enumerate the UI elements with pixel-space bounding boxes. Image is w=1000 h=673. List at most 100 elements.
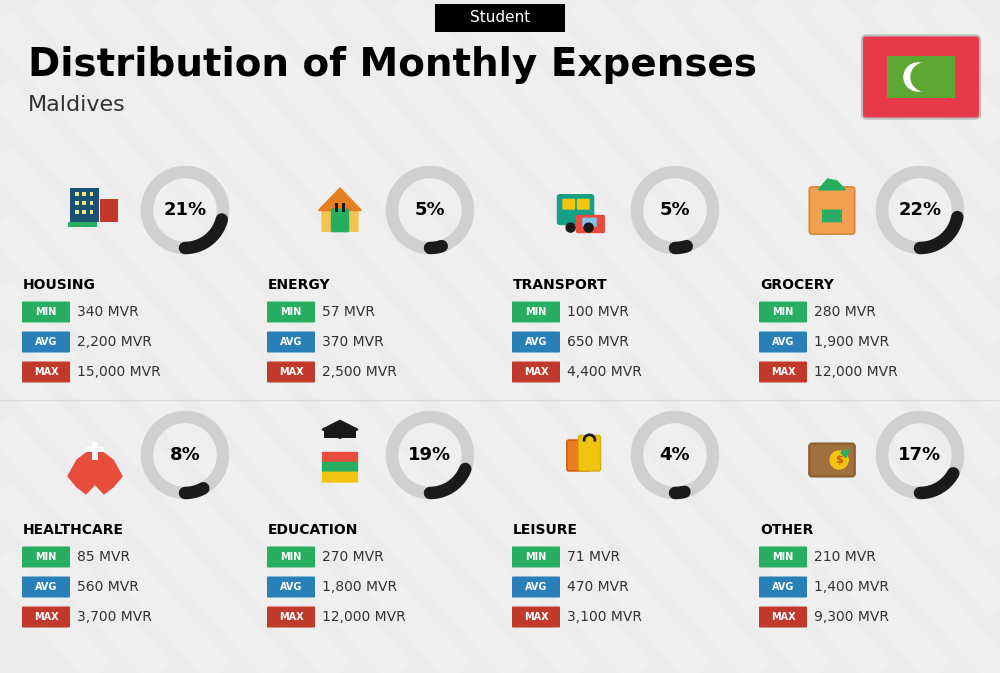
FancyBboxPatch shape (512, 546, 560, 567)
Text: MAX: MAX (524, 612, 548, 622)
FancyBboxPatch shape (82, 201, 86, 205)
Text: AVG: AVG (525, 582, 547, 592)
FancyBboxPatch shape (759, 361, 807, 382)
FancyBboxPatch shape (22, 577, 70, 598)
FancyBboxPatch shape (22, 302, 70, 322)
Polygon shape (322, 192, 358, 232)
Text: 1,400 MVR: 1,400 MVR (814, 580, 889, 594)
Text: 1,800 MVR: 1,800 MVR (322, 580, 397, 594)
Text: 3,700 MVR: 3,700 MVR (77, 610, 152, 624)
Text: MIN: MIN (525, 307, 547, 317)
FancyBboxPatch shape (809, 444, 855, 476)
Text: 22%: 22% (898, 201, 942, 219)
Text: LEISURE: LEISURE (513, 523, 578, 537)
FancyBboxPatch shape (82, 192, 86, 196)
Text: 12,000 MVR: 12,000 MVR (322, 610, 406, 624)
Text: MAX: MAX (34, 612, 58, 622)
FancyBboxPatch shape (759, 546, 807, 567)
FancyBboxPatch shape (512, 606, 560, 627)
Circle shape (584, 223, 593, 232)
FancyBboxPatch shape (267, 302, 315, 322)
Text: ENERGY: ENERGY (268, 278, 331, 292)
FancyBboxPatch shape (322, 452, 358, 463)
Polygon shape (318, 188, 362, 211)
Text: MAX: MAX (771, 612, 795, 622)
Text: 8%: 8% (170, 446, 200, 464)
FancyBboxPatch shape (578, 435, 600, 471)
Text: 5%: 5% (415, 201, 445, 219)
FancyBboxPatch shape (100, 199, 118, 222)
FancyBboxPatch shape (862, 36, 980, 118)
Text: AVG: AVG (525, 337, 547, 347)
Text: 3,100 MVR: 3,100 MVR (567, 610, 642, 624)
Text: MAX: MAX (524, 367, 548, 377)
Text: MAX: MAX (279, 612, 303, 622)
FancyBboxPatch shape (22, 361, 70, 382)
FancyBboxPatch shape (577, 199, 590, 210)
Text: HOUSING: HOUSING (23, 278, 96, 292)
Polygon shape (812, 190, 852, 232)
Text: 2,200 MVR: 2,200 MVR (77, 335, 152, 349)
FancyBboxPatch shape (75, 192, 79, 196)
FancyBboxPatch shape (86, 446, 104, 452)
FancyBboxPatch shape (759, 577, 807, 598)
FancyBboxPatch shape (90, 192, 93, 196)
Text: 19%: 19% (408, 446, 452, 464)
Text: AVG: AVG (280, 337, 302, 347)
FancyBboxPatch shape (557, 194, 594, 225)
Text: 560 MVR: 560 MVR (77, 580, 139, 594)
Text: MAX: MAX (34, 367, 58, 377)
FancyBboxPatch shape (322, 472, 358, 483)
Text: 17%: 17% (898, 446, 942, 464)
Circle shape (566, 223, 575, 232)
FancyBboxPatch shape (887, 57, 955, 98)
FancyBboxPatch shape (92, 442, 98, 460)
Text: EDUCATION: EDUCATION (268, 523, 358, 537)
FancyBboxPatch shape (70, 188, 99, 222)
FancyBboxPatch shape (512, 361, 560, 382)
Text: 100 MVR: 100 MVR (567, 305, 629, 319)
FancyBboxPatch shape (576, 215, 605, 234)
FancyBboxPatch shape (267, 577, 315, 598)
Text: 4%: 4% (660, 446, 690, 464)
FancyBboxPatch shape (68, 222, 97, 227)
Text: MIN: MIN (280, 552, 302, 562)
Text: MAX: MAX (771, 367, 795, 377)
Text: 5%: 5% (660, 201, 690, 219)
Text: 1,900 MVR: 1,900 MVR (814, 335, 889, 349)
Text: HEALTHCARE: HEALTHCARE (23, 523, 124, 537)
Text: MIN: MIN (35, 307, 57, 317)
FancyBboxPatch shape (75, 209, 79, 214)
Text: GROCERY: GROCERY (760, 278, 834, 292)
Text: AVG: AVG (35, 582, 57, 592)
FancyBboxPatch shape (324, 431, 356, 438)
Polygon shape (904, 63, 932, 91)
FancyBboxPatch shape (267, 361, 315, 382)
Text: TRANSPORT: TRANSPORT (513, 278, 608, 292)
FancyBboxPatch shape (342, 203, 345, 212)
Text: 2,500 MVR: 2,500 MVR (322, 365, 397, 379)
Text: MIN: MIN (772, 552, 794, 562)
FancyBboxPatch shape (267, 546, 315, 567)
Text: 85 MVR: 85 MVR (77, 550, 130, 564)
FancyBboxPatch shape (582, 217, 597, 227)
Text: 340 MVR: 340 MVR (77, 305, 139, 319)
Polygon shape (911, 63, 939, 91)
Text: MIN: MIN (280, 307, 302, 317)
FancyBboxPatch shape (267, 606, 315, 627)
Text: 270 MVR: 270 MVR (322, 550, 384, 564)
FancyBboxPatch shape (267, 332, 315, 353)
Text: 71 MVR: 71 MVR (567, 550, 620, 564)
Text: MIN: MIN (35, 552, 57, 562)
Text: Maldives: Maldives (28, 95, 126, 115)
FancyBboxPatch shape (512, 332, 560, 353)
Text: AVG: AVG (35, 337, 57, 347)
Circle shape (830, 451, 848, 469)
FancyBboxPatch shape (759, 606, 807, 627)
FancyBboxPatch shape (435, 4, 565, 32)
FancyBboxPatch shape (759, 302, 807, 322)
Text: 370 MVR: 370 MVR (322, 335, 384, 349)
Text: MIN: MIN (525, 552, 547, 562)
FancyBboxPatch shape (22, 332, 70, 353)
FancyBboxPatch shape (75, 201, 79, 205)
